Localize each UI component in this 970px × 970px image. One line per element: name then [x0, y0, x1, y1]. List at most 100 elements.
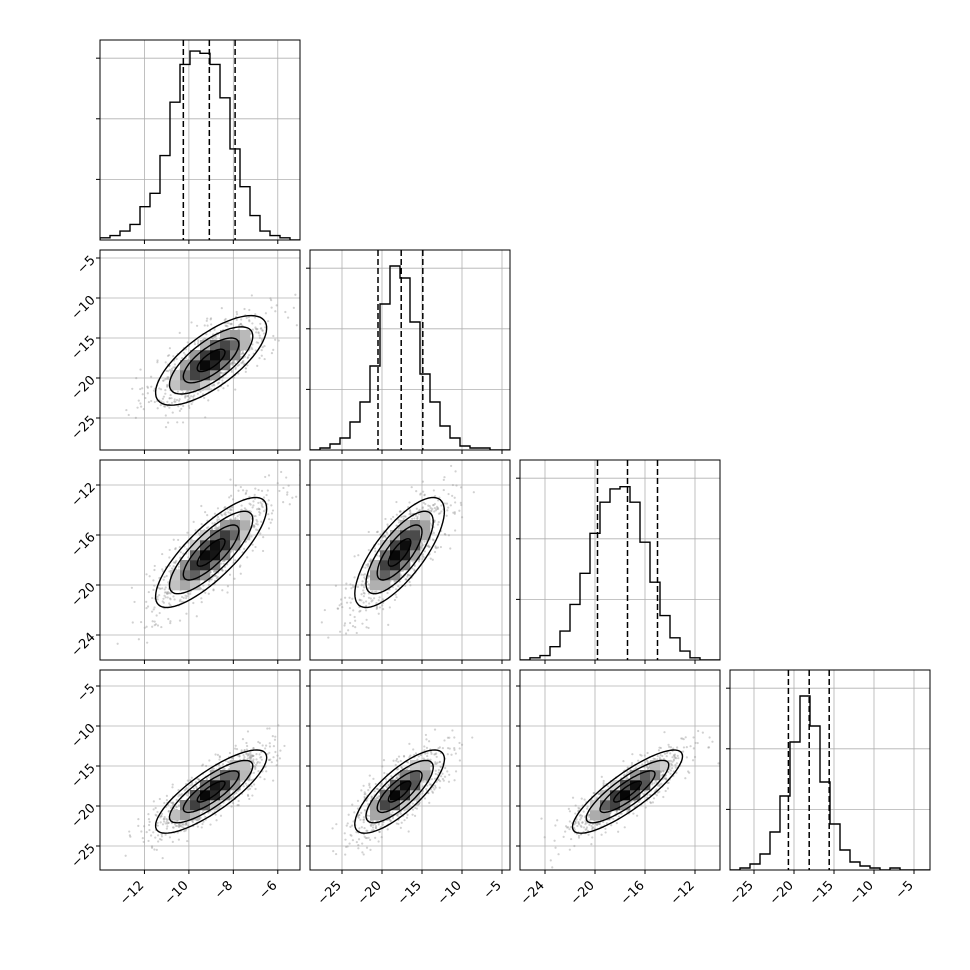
scatter-point — [274, 735, 277, 738]
scatter-point — [211, 384, 214, 387]
scatter-point — [272, 756, 275, 759]
scatter-point — [348, 596, 351, 599]
scatter-point — [444, 533, 447, 536]
density-block — [230, 330, 241, 341]
scatter-point — [375, 590, 378, 593]
contour-1 — [182, 524, 240, 581]
contour-1 — [182, 337, 240, 384]
scatter-point — [150, 399, 153, 403]
scatter-point — [241, 352, 244, 355]
scatter-point — [438, 760, 441, 764]
scatter-point — [156, 595, 159, 598]
scatter-point — [396, 813, 399, 817]
scatter-point — [449, 547, 452, 550]
scatter-point — [178, 619, 182, 622]
scatter-point — [201, 822, 204, 826]
scatter-point — [371, 590, 374, 593]
scatter-point — [402, 755, 406, 758]
scatter-point — [349, 601, 352, 604]
density-block — [170, 570, 181, 581]
scatter-point — [204, 511, 207, 514]
scatter-point — [235, 791, 238, 795]
scatter-point — [184, 822, 188, 825]
scatter-point — [252, 524, 255, 527]
scatter-point — [374, 825, 378, 828]
scatter-point — [248, 495, 251, 498]
scatter-point — [224, 511, 227, 514]
scatter-point — [165, 820, 168, 823]
scatter-point — [442, 779, 445, 782]
y-tick-label: −20 — [69, 373, 99, 403]
scatter-point — [433, 510, 436, 513]
scatter-point — [399, 510, 402, 513]
scatter-point — [263, 344, 266, 348]
scatter-point — [186, 595, 189, 598]
scatter-point — [319, 740, 321, 742]
scatter-point — [349, 833, 352, 837]
scatter-point — [154, 806, 157, 810]
scatter-point — [168, 602, 171, 605]
scatter-point — [213, 570, 216, 573]
scatter-point — [221, 569, 224, 572]
contour-2 — [365, 510, 434, 595]
scatter-point — [173, 598, 176, 601]
scatter-point — [179, 824, 182, 827]
scatter-point — [259, 322, 262, 325]
scatter-point — [128, 834, 131, 837]
contour-3 — [354, 749, 446, 834]
scatter-point — [365, 563, 368, 567]
scatter-point — [270, 306, 273, 309]
scatter-point — [362, 784, 365, 787]
scatter-point — [454, 501, 457, 504]
scatter-point — [248, 319, 251, 322]
scatter-point — [253, 783, 256, 786]
x-tick-label: −25 — [315, 878, 345, 908]
scatter-point — [397, 760, 400, 763]
scatter-point — [398, 773, 401, 776]
scatter-point — [200, 523, 203, 526]
scatter-point — [377, 840, 380, 843]
scatter-point — [158, 611, 161, 615]
scatter-point — [453, 747, 456, 750]
density-block — [200, 380, 211, 391]
scatter-point — [395, 757, 399, 761]
scatter-point — [136, 406, 139, 409]
scatter-point — [175, 805, 178, 809]
scatter-point — [255, 528, 258, 531]
scatter-point — [671, 760, 674, 763]
scatter-point — [574, 804, 577, 807]
scatter-point — [147, 839, 150, 843]
scatter-point — [210, 578, 213, 581]
scatter-point — [148, 828, 151, 832]
scatter-point — [221, 379, 224, 382]
scatter-point — [165, 794, 169, 797]
scatter-point — [176, 390, 179, 393]
scatter-point — [161, 397, 165, 400]
scatter-point — [460, 486, 463, 489]
scatter-point — [234, 517, 237, 520]
scatter-point — [213, 384, 216, 387]
scatter-point — [399, 510, 402, 513]
scatter-point — [362, 816, 366, 819]
scatter-point — [427, 504, 430, 507]
scatter-point — [166, 822, 169, 825]
scatter-point — [357, 847, 360, 850]
scatter-point — [270, 351, 274, 355]
scatter-point — [200, 826, 203, 829]
scatter-point — [206, 324, 209, 327]
scatter-point — [264, 765, 267, 768]
scatter-point — [178, 546, 181, 549]
scatter-point — [248, 756, 251, 759]
scatter-point — [186, 839, 189, 843]
scatter-point — [153, 564, 156, 568]
scatter-point — [175, 820, 178, 823]
scatter-point — [211, 337, 215, 340]
scatter-point — [428, 801, 431, 804]
scatter-point — [409, 584, 412, 587]
scatter-point — [453, 496, 456, 499]
scatter-point — [370, 796, 374, 799]
scatter-point — [276, 482, 279, 485]
scatter-point — [458, 509, 461, 512]
scatter-point — [182, 351, 185, 354]
scatter-point — [543, 836, 546, 839]
